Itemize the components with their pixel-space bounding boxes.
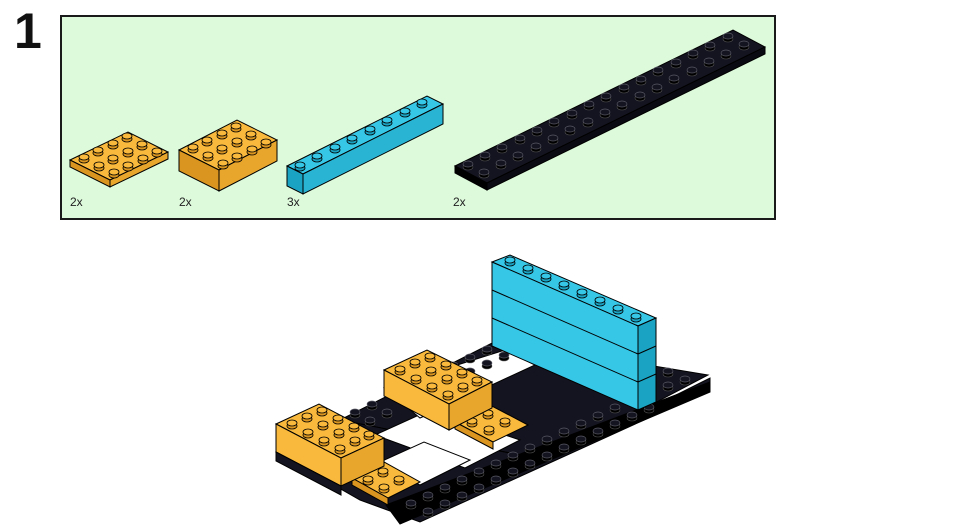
part-quantity-orange-brick: 2x bbox=[179, 195, 192, 209]
part-quantity-black-plate: 2x bbox=[453, 195, 466, 209]
step-number: 1 bbox=[14, 3, 42, 59]
part-quantity-blue-brick: 3x bbox=[287, 195, 300, 209]
part-quantity-orange-plate: 2x bbox=[70, 195, 83, 209]
part-orange-brick bbox=[177, 119, 279, 192]
part-black-plate bbox=[453, 29, 767, 191]
part-blue-brick bbox=[285, 95, 445, 195]
part-orange-plate bbox=[68, 131, 170, 188]
assembled-model bbox=[274, 254, 711, 525]
